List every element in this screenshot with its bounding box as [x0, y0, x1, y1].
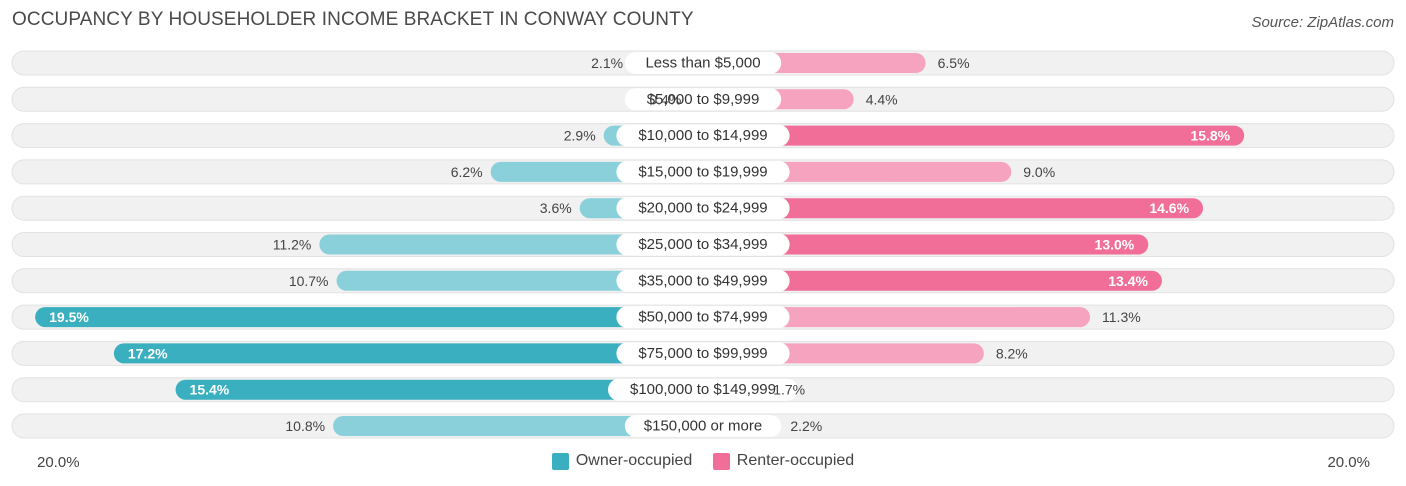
category-label: $150,000 or more — [644, 418, 762, 435]
category-label-pill — [624, 52, 782, 74]
category-label: $75,000 to $99,999 — [638, 345, 767, 362]
owner-bar — [175, 379, 714, 400]
category-label: Less than $5,000 — [645, 55, 760, 72]
owner-value-label: 2.9% — [564, 128, 596, 144]
category-label: $25,000 to $34,999 — [638, 236, 767, 253]
category-label: $50,000 to $74,999 — [638, 309, 767, 326]
category-label-pill — [616, 306, 790, 329]
renter-value-label: 4.4% — [866, 91, 898, 107]
category-label: $5,000 to $9,999 — [647, 91, 760, 108]
category-label: $20,000 to $24,999 — [638, 200, 767, 217]
category-label-pill — [616, 197, 790, 220]
renter-bar — [693, 198, 1204, 219]
diverging-bar-chart: Less than $5,000 2.1% 6.5% $5,000 to $9,999… — [11, 50, 1395, 439]
legend-swatch-renter — [712, 452, 730, 470]
renter-value-label: 11.3% — [1102, 309, 1141, 325]
chart-title: OCCUPANCY BY HOUSEHOLDER INCOME BRACKET … — [12, 9, 694, 30]
owner-value-label: 0.4% — [649, 91, 681, 107]
owner-value-label: 6.2% — [451, 164, 483, 180]
renter-bar — [693, 234, 1149, 255]
owner-bar — [333, 416, 713, 436]
category-label: $15,000 to $19,999 — [638, 163, 767, 180]
owner-value-label: 15.4% — [190, 382, 230, 398]
legend-label-renter: Renter-occupied — [736, 452, 855, 469]
category-label: $10,000 to $14,999 — [638, 127, 767, 144]
owner-value-label: 10.8% — [285, 418, 325, 434]
renter-value-label: 13.0% — [1095, 237, 1135, 253]
owner-value-label: 10.7% — [289, 273, 329, 289]
owner-bar — [319, 234, 713, 255]
legend-item-renter: Renter-occupied — [712, 452, 855, 470]
renter-value-label: 6.5% — [938, 55, 970, 71]
renter-value-label: 15.8% — [1190, 128, 1230, 144]
category-label-pill — [616, 124, 790, 147]
renter-value-label: 1.7% — [773, 382, 805, 398]
category-label-pill — [616, 160, 790, 183]
owner-value-label: 19.5% — [49, 309, 89, 325]
legend-item-owner: Owner-occupied — [551, 452, 693, 470]
owner-value-label: 2.1% — [591, 55, 623, 71]
legend-swatch-owner — [551, 452, 569, 470]
renter-bar — [693, 270, 1162, 291]
category-label: $100,000 to $149,999 — [630, 381, 776, 398]
category-label-pill — [616, 233, 790, 256]
legend-label-owner: Owner-occupied — [575, 452, 693, 469]
renter-value-label: 14.6% — [1149, 200, 1189, 216]
renter-bar — [693, 125, 1245, 146]
category-label-pill — [624, 415, 782, 437]
category-label: $35,000 to $49,999 — [638, 272, 767, 289]
owner-value-label: 17.2% — [128, 345, 168, 361]
renter-value-label: 2.2% — [790, 418, 822, 434]
renter-value-label: 8.2% — [996, 345, 1028, 361]
owner-value-label: 11.2% — [273, 237, 312, 253]
renter-value-label: 13.4% — [1108, 273, 1148, 289]
owner-bar — [113, 343, 713, 364]
axis-right-label: 20.0% — [1327, 454, 1370, 471]
axis-left-label: 20.0% — [37, 454, 80, 471]
category-label-pill — [616, 269, 790, 292]
category-label-pill — [624, 88, 782, 111]
category-label-pill — [616, 342, 790, 365]
category-label-pill — [608, 378, 798, 401]
owner-bar — [35, 307, 713, 328]
renter-value-label: 9.0% — [1023, 164, 1055, 180]
renter-bar — [693, 307, 1091, 328]
chart-source: Source: ZipAtlas.com — [1251, 14, 1394, 31]
owner-value-label: 3.6% — [540, 200, 572, 216]
legend: Owner-occupied Renter-occupied — [0, 452, 1406, 475]
